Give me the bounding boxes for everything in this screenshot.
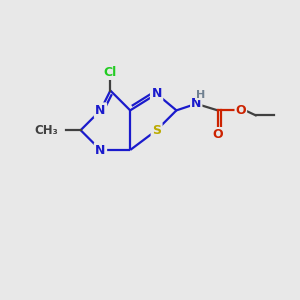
Text: Cl: Cl — [104, 66, 117, 79]
Text: H: H — [196, 89, 205, 100]
Text: N: N — [95, 143, 106, 157]
Text: S: S — [152, 124, 161, 137]
Text: O: O — [212, 128, 223, 141]
Text: N: N — [95, 104, 106, 117]
Text: N: N — [191, 97, 201, 110]
Text: O: O — [236, 104, 246, 117]
Text: N: N — [152, 87, 162, 101]
Text: CH₃: CH₃ — [34, 124, 58, 137]
